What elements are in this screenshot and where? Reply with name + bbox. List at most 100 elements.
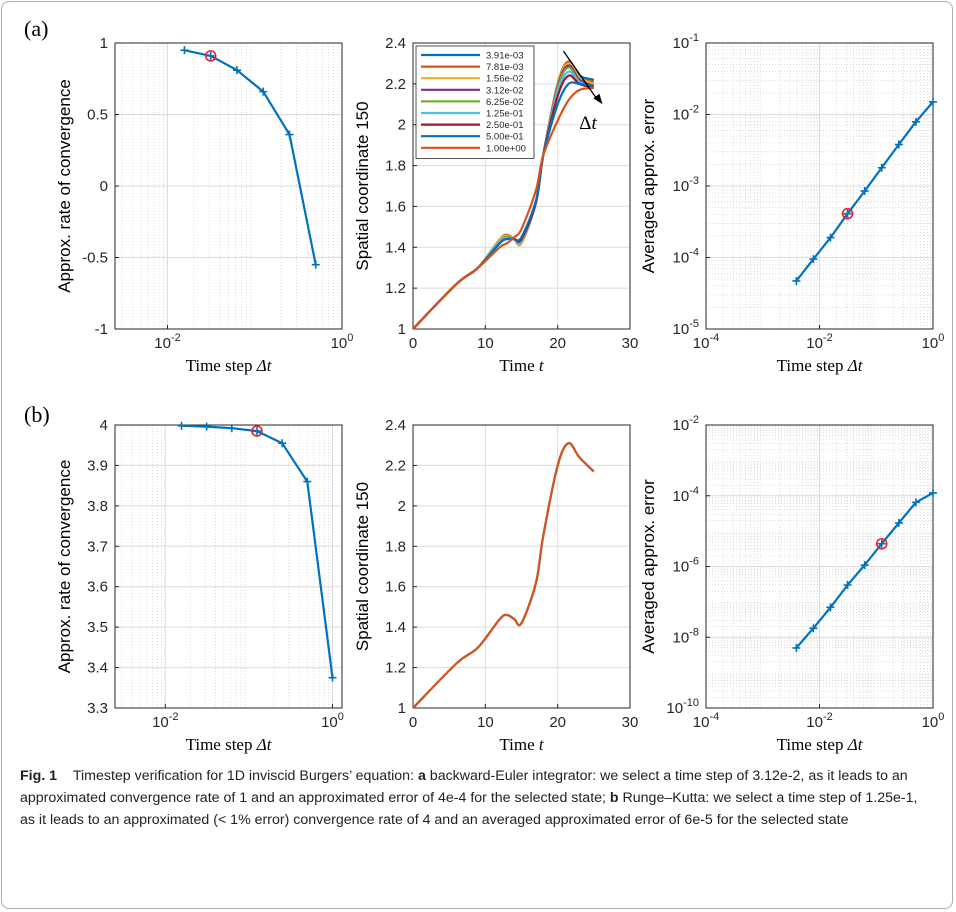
selected-point-marker (251, 425, 263, 437)
y-tick-label: 10-10 (666, 697, 699, 717)
y-tick-label: 1.8 (385, 538, 406, 555)
data-point (809, 255, 818, 264)
annotation-arrowhead (593, 93, 603, 105)
data-point (259, 87, 268, 96)
data-point (911, 498, 920, 507)
data-point (202, 422, 211, 431)
caption-text-3: Runge–Kutta: we select a time step of 1.… (20, 790, 918, 828)
chart-b_error: 10-4 10-2 100 10-10 10-8 10-6 10-4 10-2 Time ste… (639, 414, 944, 754)
x-tick-label: 0 (409, 714, 417, 731)
y-tick-label: 2.2 (385, 457, 406, 474)
chart-a_traj: 0 10 20 30 1 1.2 1.4 1.6 1.8 2 2.2 2.4 Time t Spatial… (353, 35, 638, 375)
x-axis-label: Time t (499, 356, 545, 375)
y-axis-label: Spatial coordinate 150 (353, 482, 372, 651)
y-tick-label: 2.4 (385, 35, 406, 52)
y-tick-label: 3.3 (87, 700, 108, 717)
caption-text-2: backward-Euler integrator: we select a t… (20, 768, 908, 806)
data-point (792, 276, 801, 285)
data-point (826, 233, 835, 242)
legend-label: 6.25e-02 (486, 97, 524, 108)
selected-point-marker (875, 537, 888, 550)
y-tick-label: 2 (398, 117, 406, 134)
x-tick-label: 20 (549, 714, 566, 731)
y-tick-label: 1.2 (385, 280, 406, 297)
x-axis-label: Time step Δt (186, 356, 273, 375)
x-tick-label: 100 (922, 711, 945, 731)
y-tick-label: -0.5 (82, 250, 108, 267)
data-point (227, 424, 236, 433)
plot-area (413, 425, 630, 708)
y-tick-label: 0 (100, 178, 108, 195)
data-point (877, 163, 886, 172)
y-tick-label: 2.2 (385, 76, 406, 93)
data-point (206, 51, 215, 60)
data-point (809, 624, 818, 633)
legend-label: 1.25e-01 (486, 109, 524, 120)
y-tick-label: 1.8 (385, 158, 406, 175)
y-axis-label: Averaged approx. error (639, 479, 658, 654)
y-tick-label: 1.6 (385, 198, 406, 215)
annotation-arrow (562, 50, 600, 102)
grid (706, 425, 933, 708)
y-tick-label: 1 (398, 700, 406, 717)
x-tick-label: 10-4 (693, 332, 719, 352)
data-point (328, 673, 337, 682)
y-tick-label: 2 (398, 498, 406, 515)
data-point (303, 477, 312, 486)
y-tick-label: 3.6 (87, 579, 108, 596)
y-tick-label: 1.4 (385, 619, 406, 636)
axes-box (412, 424, 631, 709)
x-tick-label: 100 (922, 332, 945, 352)
caption-a-label: a (417, 768, 426, 784)
legend-label: 2.50e-01 (486, 120, 524, 131)
x-tick-label: 10 (477, 335, 494, 352)
legend-label: 1.00e+00 (486, 143, 526, 154)
annotation-label: Δt (579, 113, 597, 134)
x-tick-label: 10-2 (152, 711, 178, 731)
y-tick-label: 1.4 (385, 239, 406, 256)
y-tick-label: 10-6 (673, 556, 699, 576)
axes-box (412, 42, 631, 330)
y-tick-label: 2.4 (385, 417, 406, 434)
data-point (311, 260, 320, 269)
legend-label: 3.91e-03 (486, 51, 524, 62)
grid (706, 43, 933, 329)
x-tick-label: 10-2 (154, 332, 180, 352)
y-axis-label: Spatial coordinate 150 (353, 101, 372, 270)
x-tick-label: 100 (331, 332, 354, 352)
x-tick-label: 10 (477, 714, 494, 731)
x-axis-label: Time step Δt (186, 735, 273, 754)
x-axis-label: Time step Δt (777, 356, 864, 375)
y-tick-label: 10-5 (673, 318, 699, 338)
figure-caption: Fig. 1 Timestep verification for 1D invi… (20, 765, 920, 831)
x-axis-label: Time step Δt (777, 735, 864, 754)
x-tick-label: 20 (549, 335, 566, 352)
chart-b_rate: 10-2 100 3.3 3.4 3.5 3.6 3.7 3.8 3.9 4 Time step Δ… (55, 417, 344, 754)
legend-label: 1.56e-02 (486, 74, 524, 85)
y-axis-label: Approx. rate of convergence (55, 460, 74, 674)
y-tick-label: 10-2 (673, 414, 699, 434)
panel-label-a: (a) (24, 16, 49, 41)
y-tick-label: 1.2 (385, 660, 406, 677)
y-tick-label: 10-4 (673, 485, 699, 505)
y-tick-label: 1 (398, 321, 406, 338)
x-tick-label: 0 (409, 335, 417, 352)
selected-point-marker (204, 50, 217, 62)
x-tick-label: 100 (321, 711, 344, 731)
y-tick-label: 3.8 (87, 498, 108, 515)
data-point (826, 603, 835, 612)
data-point (843, 209, 852, 218)
legend-label: 5.00e-01 (486, 132, 524, 143)
grid (413, 425, 630, 708)
y-tick-label: 3.7 (87, 538, 108, 555)
caption-b-label: b (609, 790, 619, 806)
series-line-8 (412, 86, 594, 330)
data-point (232, 66, 241, 75)
legend-label: 7.81e-03 (486, 62, 524, 73)
legend: 3.91e-037.81e-031.56e-023.12e-026.25e-02… (415, 45, 535, 159)
panel-label-b: (b) (24, 402, 50, 427)
grid (115, 425, 342, 708)
y-axis-label: Averaged approx. error (639, 98, 658, 273)
y-tick-label: 3.4 (87, 660, 108, 677)
